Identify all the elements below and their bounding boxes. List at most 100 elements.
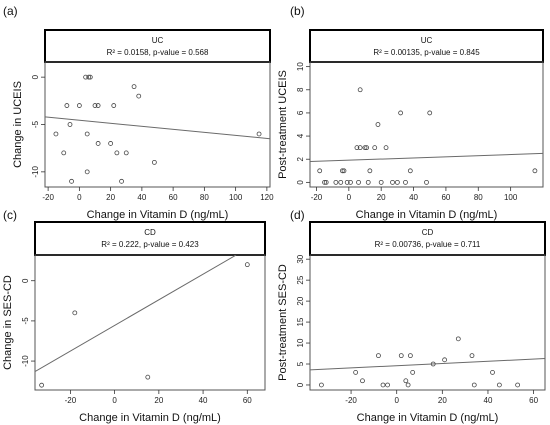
data-point xyxy=(398,353,404,359)
x-tick-label: 60 xyxy=(441,193,450,202)
x-tick-label: 40 xyxy=(484,396,493,405)
strip-title: UC xyxy=(421,36,433,45)
y-tick-label: 30 xyxy=(296,254,305,263)
y-tick-label: 10 xyxy=(296,338,305,347)
x-tick-label: 60 xyxy=(243,396,252,405)
x-tick-label: 60 xyxy=(169,193,178,202)
data-point xyxy=(455,336,461,342)
y-tick-label: 6 xyxy=(296,110,305,115)
data-point xyxy=(403,378,409,384)
x-tick-label: 20 xyxy=(377,193,386,202)
data-point xyxy=(86,74,92,80)
data-point xyxy=(61,150,67,156)
strip-title: CD xyxy=(422,228,434,237)
data-point xyxy=(256,131,262,137)
x-tick-label: 100 xyxy=(229,193,243,202)
data-point xyxy=(131,84,137,90)
data-point xyxy=(376,353,381,359)
y-tick-label: -10 xyxy=(21,355,30,367)
x-tick-label: 40 xyxy=(137,193,146,202)
y-tick-label: 15 xyxy=(296,317,305,326)
x-tick-label: 20 xyxy=(106,193,115,202)
data-point xyxy=(407,168,413,174)
data-point xyxy=(92,103,98,108)
y-tick-label: 2 xyxy=(296,156,305,161)
strip-header xyxy=(34,221,266,256)
data-point xyxy=(67,122,73,127)
data-point xyxy=(83,74,89,80)
stats-label: R² = 0.0158, p-value = 0.568 xyxy=(107,48,209,57)
data-point xyxy=(398,110,404,116)
x-tick-label: 0 xyxy=(347,193,352,202)
strip-title: UC xyxy=(152,36,164,45)
data-point xyxy=(84,131,90,137)
panel-0: (a) UC R² = 0.0158, p-value = 0.568 -20 0 20 4… xyxy=(3,4,274,221)
panel-2: (c) CD R² = 0.222, p-value = 0.423 -20 0 20 40… xyxy=(2,208,266,424)
y-tick-label: 0 xyxy=(21,278,30,283)
plot-area xyxy=(309,254,546,391)
y-tick-label: -5 xyxy=(21,317,30,325)
x-tick-label: 20 xyxy=(154,396,163,405)
x-tick-label: 80 xyxy=(474,193,483,202)
y-tick-label: 20 xyxy=(296,296,305,305)
y-tick-label: 0 xyxy=(296,382,305,387)
stats-label: R² = 0.222, p-value = 0.423 xyxy=(101,240,199,249)
data-point xyxy=(151,159,157,165)
fit-line xyxy=(310,152,543,163)
stats-label: R² = 0.00736, p-value = 0.711 xyxy=(375,240,481,249)
data-point xyxy=(356,179,361,185)
data-point xyxy=(123,150,129,156)
data-point xyxy=(95,103,101,108)
y-tick-label: 0 xyxy=(296,180,305,185)
data-point xyxy=(360,378,365,384)
data-point xyxy=(338,179,344,185)
data-point xyxy=(442,357,448,363)
x-axis-label: Change in Vitamin D (ng/mL) xyxy=(356,209,498,221)
panel-3: (d) CD R² = 0.00736, p-value = 0.711 -20 0 20… xyxy=(277,208,546,424)
data-point xyxy=(64,103,70,108)
data-point xyxy=(344,179,350,185)
data-point xyxy=(353,369,359,375)
x-tick-label: -20 xyxy=(345,396,357,405)
data-point xyxy=(108,141,114,146)
data-point xyxy=(490,369,495,375)
data-point xyxy=(424,179,429,185)
y-tick-label: 4 xyxy=(296,133,305,138)
data-point xyxy=(111,103,117,108)
data-point xyxy=(410,369,416,375)
data-point xyxy=(341,168,347,174)
y-axis-label: Change in UCEIS xyxy=(12,81,24,168)
data-point xyxy=(339,168,345,174)
y-tick-label: -10 xyxy=(31,166,40,178)
fit-line xyxy=(310,358,545,371)
data-point xyxy=(119,178,124,184)
data-point xyxy=(385,382,390,388)
y-tick-label: 10 xyxy=(296,62,305,71)
y-axis-label: Post-treatment UCEIS xyxy=(277,70,289,179)
fit-line xyxy=(35,255,237,372)
data-point xyxy=(39,382,45,388)
y-tick-label: 5 xyxy=(296,361,305,366)
strip-title: CD xyxy=(144,228,156,237)
data-point xyxy=(496,382,502,388)
data-point xyxy=(430,361,436,367)
x-tick-label: -20 xyxy=(42,193,54,202)
strip-header xyxy=(309,29,544,63)
data-point xyxy=(333,179,339,185)
x-tick-label: 100 xyxy=(504,193,518,202)
data-point xyxy=(317,168,323,174)
y-tick-label: 8 xyxy=(296,87,305,92)
x-axis-label: Change in Vitamin D (ng/mL) xyxy=(87,209,229,221)
data-point xyxy=(319,382,324,388)
data-point xyxy=(532,168,538,174)
strip-header xyxy=(309,221,546,256)
data-point xyxy=(244,262,250,268)
data-point xyxy=(76,103,82,108)
data-point xyxy=(354,145,360,151)
x-tick-label: -20 xyxy=(311,193,323,202)
y-tick-label: 0 xyxy=(31,74,40,79)
plot-area xyxy=(309,61,544,188)
x-axis-label: Change in Vitamin D (ng/mL) xyxy=(79,412,221,424)
